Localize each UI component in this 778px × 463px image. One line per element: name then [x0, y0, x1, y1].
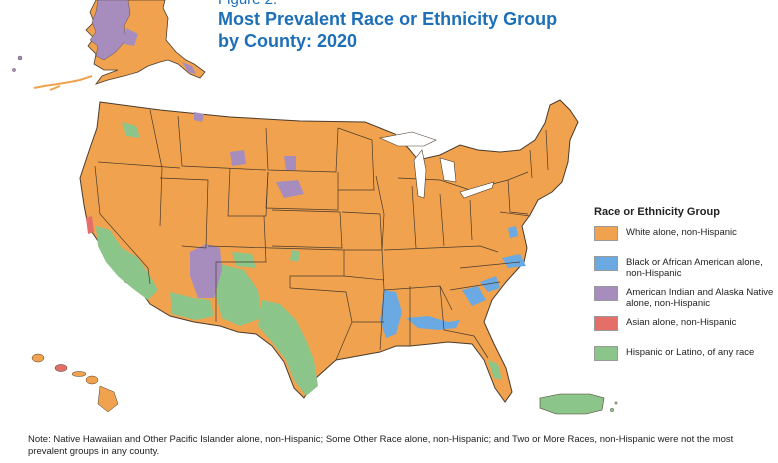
aian-north-dakota	[284, 156, 296, 170]
hispanic-texas-south	[258, 300, 318, 396]
title-line-2: by County: 2020	[218, 31, 358, 51]
hawaii-island-big	[97, 385, 119, 413]
border-pacific-northwest	[97, 109, 181, 227]
black-virginia-nc	[502, 254, 526, 268]
puerto-rico	[539, 393, 605, 415]
hawaii-island-oahu	[54, 364, 68, 372]
border-dakotas	[265, 127, 339, 211]
hispanic-washington	[122, 122, 140, 138]
hawaii-island-molokai	[71, 371, 87, 377]
alaska-native-area-3	[182, 62, 196, 74]
border-mississippi	[375, 175, 385, 351]
legend-swatch	[594, 226, 618, 241]
legend-label: Black or African American alone, non-His…	[626, 257, 763, 279]
state-borders	[94, 109, 549, 361]
aian-south-dakota	[276, 180, 304, 198]
contiguous-us-shape	[79, 99, 579, 403]
legend-label: Hispanic or Latino, of any race	[626, 347, 755, 358]
alaska-island-1	[17, 55, 23, 61]
legend-swatch	[594, 346, 618, 361]
pr-island-culebra	[614, 401, 618, 405]
hispanic-colorado-south	[232, 252, 256, 268]
legend-swatch	[594, 316, 618, 331]
black-maryland	[508, 226, 518, 238]
legend-item: Asian alone, non-Hispanic	[594, 316, 774, 346]
border-northeast	[499, 129, 549, 217]
border-south	[343, 275, 489, 359]
legend-swatch	[594, 286, 618, 301]
alaska-island-2	[12, 68, 16, 72]
hispanic-california-south	[96, 226, 158, 300]
border-california-nevada	[94, 165, 151, 285]
lake-huron	[439, 157, 457, 183]
border-ohio-valley	[383, 185, 499, 253]
legend-title: Race or Ethnicity Group	[594, 206, 720, 218]
hawaii-region	[31, 353, 119, 413]
border-nevada-utah	[159, 177, 209, 249]
black-alabama-belt	[406, 316, 460, 330]
hispanic-arizona-south	[170, 292, 214, 320]
black-carolinas	[480, 276, 500, 292]
alaska-native-area-2	[124, 28, 138, 46]
lake-superior	[378, 131, 437, 147]
legend-label: American Indian and Alaska Native alone,…	[626, 287, 774, 309]
border-southeast	[449, 261, 521, 291]
black-georgia	[462, 286, 486, 306]
aian-four-corners	[190, 244, 222, 298]
asian-bay-area	[86, 216, 94, 234]
legend-item: American Indian and Alaska Native alone,…	[594, 286, 774, 316]
map-legend: Race or Ethnicity Group White alone, non…	[594, 206, 774, 376]
legend-label: White alone, non-Hispanic	[626, 227, 737, 238]
map-title: Most Prevalent Race or Ethnicity Group b…	[218, 8, 638, 52]
legend-item: Black or African American alone, non-His…	[594, 256, 774, 286]
hispanic-florida	[488, 360, 502, 380]
legend-label: Asian alone, non-Hispanic	[626, 317, 737, 328]
aleutian-islands	[33, 75, 93, 91]
alaska-native-area	[89, 0, 131, 61]
border-midwest	[337, 127, 383, 251]
title-line-1: Most Prevalent Race or Ethnicity Group	[218, 9, 558, 29]
legend-items: White alone, non-Hispanic Black or Africa…	[594, 226, 774, 376]
hispanic-new-mexico	[216, 264, 262, 326]
pr-island-vieques	[610, 408, 615, 413]
legend-swatch	[594, 256, 618, 271]
contiguous-us	[79, 99, 579, 403]
black-mississippi-delta	[380, 290, 402, 338]
aian-montana	[230, 150, 246, 166]
hawaii-island-maui	[85, 375, 99, 385]
hispanic-kansas	[290, 250, 300, 262]
lake-michigan	[413, 149, 427, 199]
border-rockies	[207, 215, 273, 322]
alaska-region	[12, 0, 206, 91]
border-texas	[289, 287, 353, 361]
figure-label: Figure 2.	[218, 0, 277, 8]
aian-montana-2	[194, 112, 204, 122]
legend-item: White alone, non-Hispanic	[594, 226, 774, 256]
lake-erie	[459, 181, 495, 199]
hawaii-island-kauai	[31, 353, 45, 363]
legend-item: Hispanic or Latino, of any race	[594, 346, 774, 376]
footnote: Note: Native Hawaiian and Other Pacific …	[28, 434, 734, 457]
